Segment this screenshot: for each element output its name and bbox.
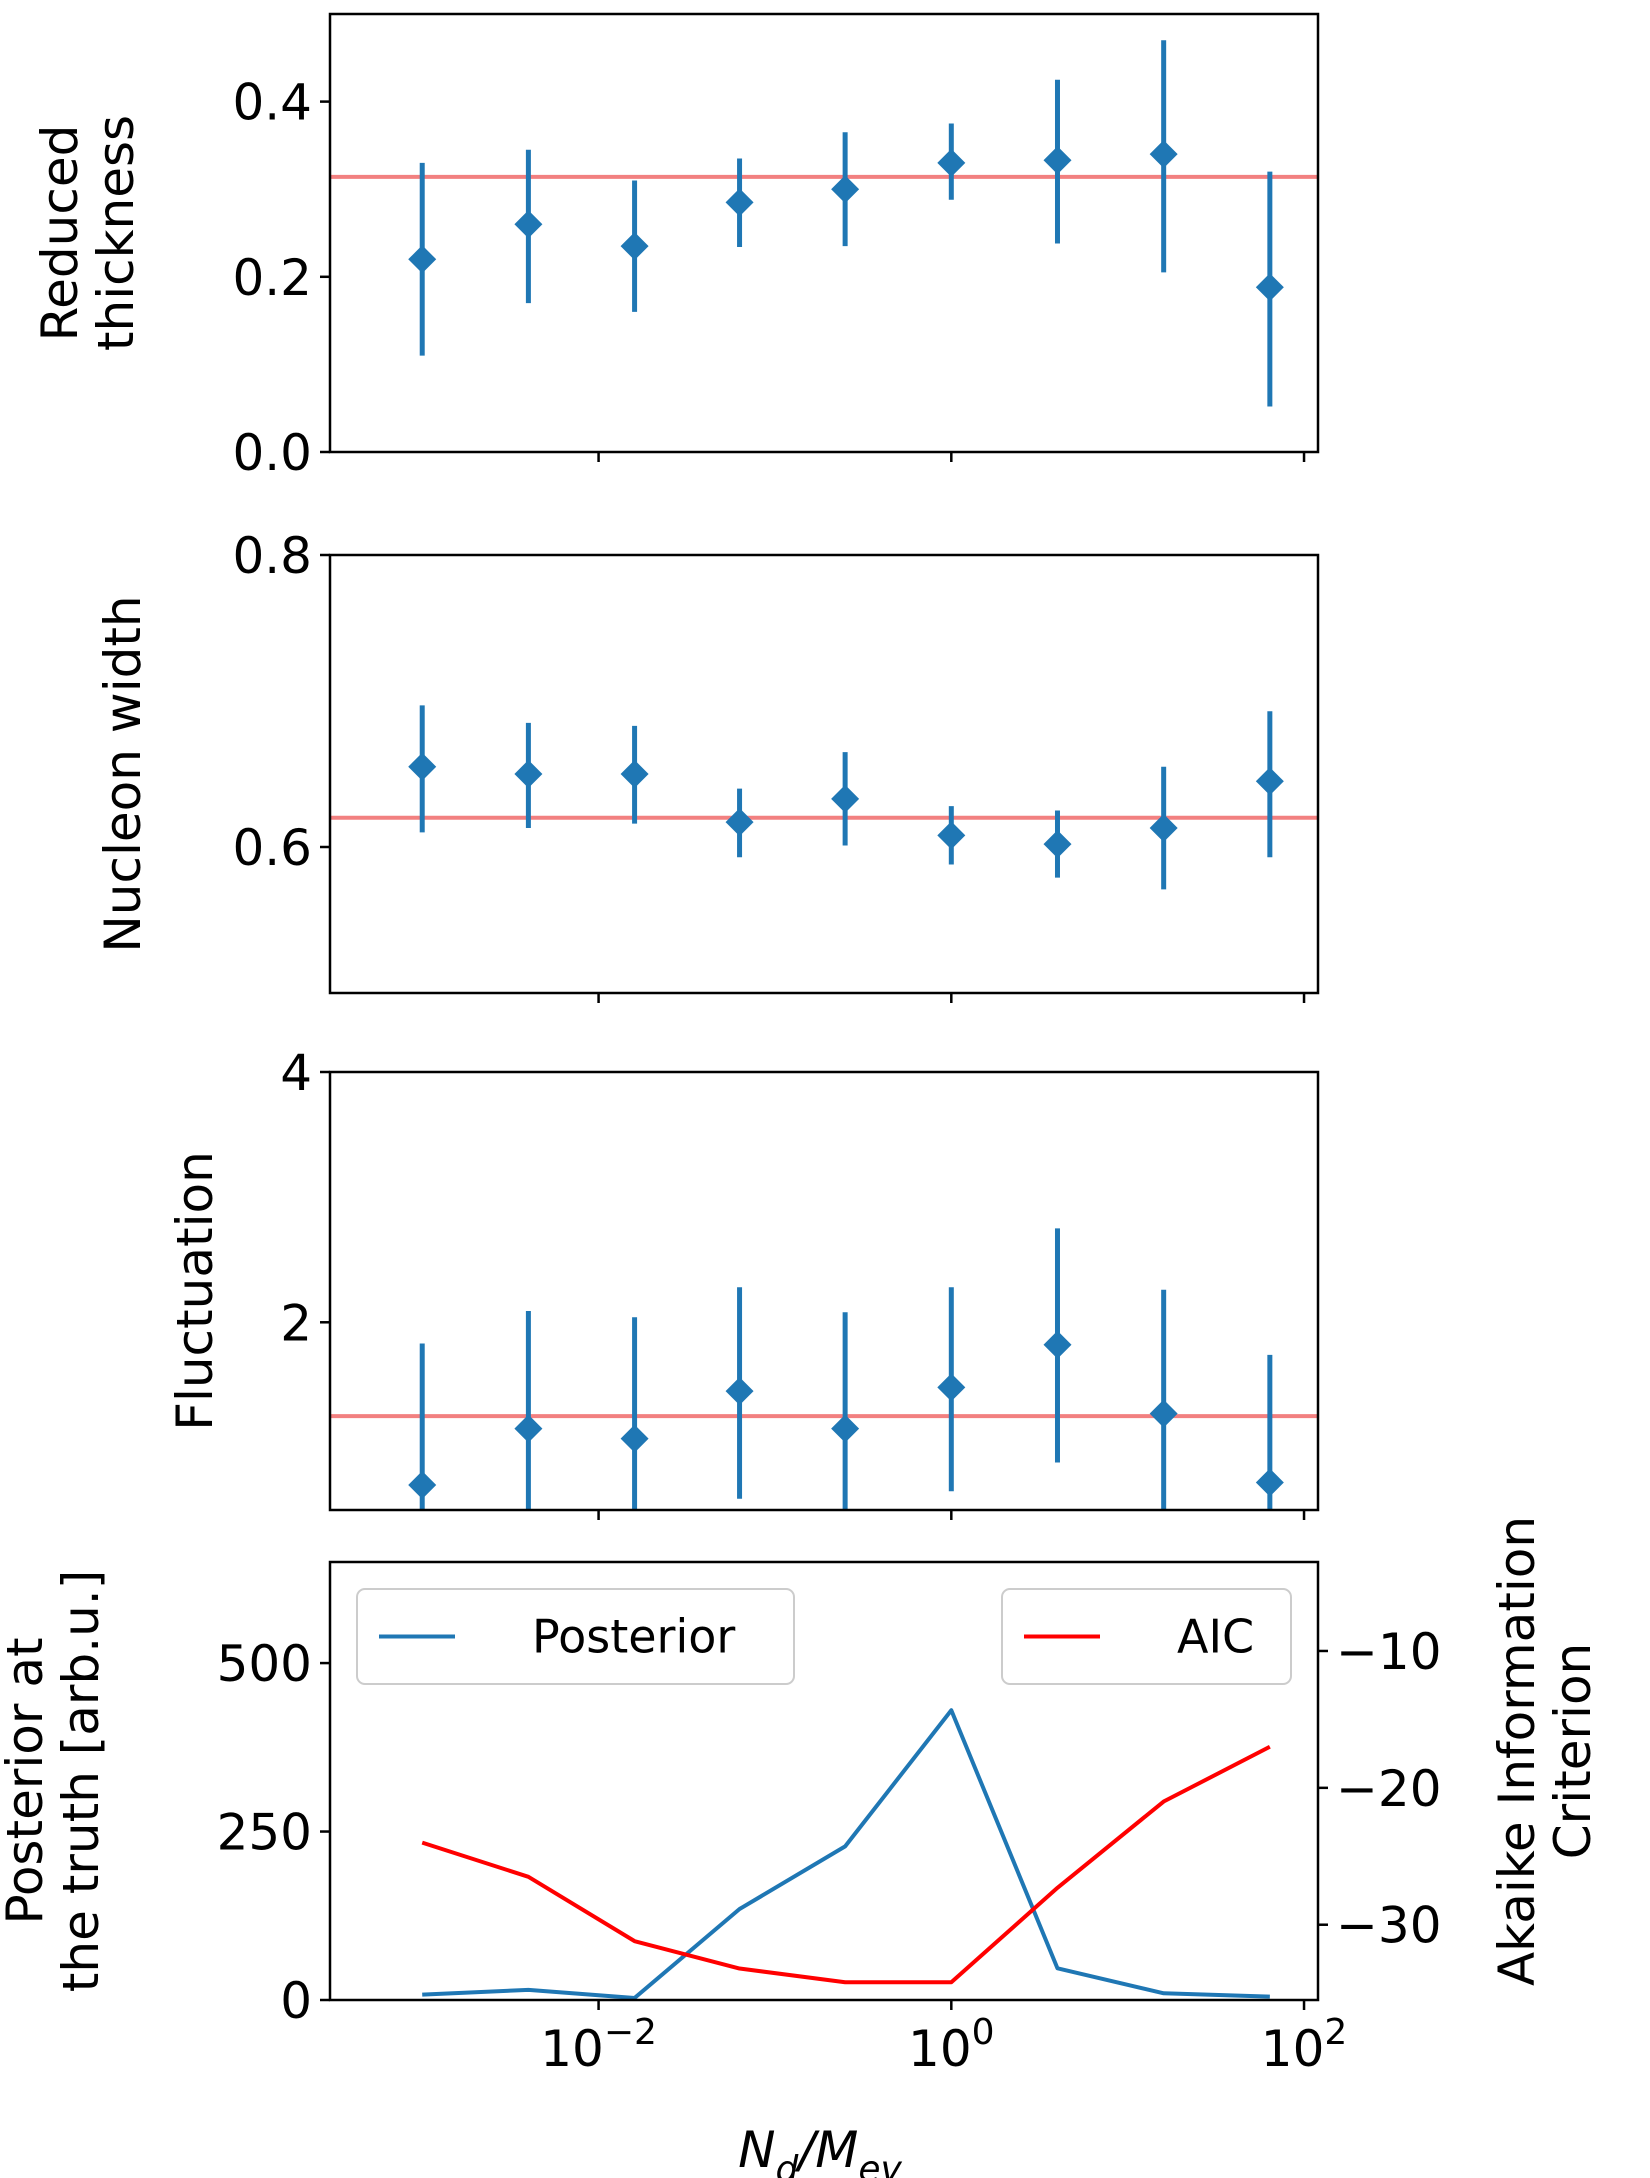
y-tick-label: 500	[217, 1635, 312, 1693]
data-point	[408, 1470, 437, 1499]
legend-posterior: Posterior	[356, 1588, 795, 1685]
data-point	[831, 175, 860, 204]
data-point	[1043, 146, 1072, 175]
data-point	[831, 784, 860, 813]
data-point	[408, 752, 437, 781]
panel-posterior-aic: 10−2 100 102 0 250 500 −30 −20 −10 Posterior atth…	[0, 1516, 1602, 2078]
data-point	[620, 760, 649, 788]
data-point	[514, 1414, 543, 1443]
plot-frame	[328, 12, 1320, 454]
data-point	[1255, 273, 1284, 302]
y-axis-label: Posterior at	[0, 1637, 54, 1924]
panel-fluctuation: 2 4 Fluctuation	[166, 1044, 1320, 1520]
plot-frame	[328, 1070, 1320, 1512]
legend-box	[356, 1588, 795, 1685]
y-tick-label: 0.4	[232, 74, 312, 132]
data-point	[620, 1424, 649, 1453]
x-tick-label: 100	[908, 2012, 995, 2078]
y2-tick-label: −30	[1336, 1897, 1442, 1955]
data-point	[1149, 814, 1178, 843]
x-axis-label: Nd/Mev	[738, 2121, 902, 2178]
data-point	[514, 210, 543, 239]
y-tick-label: 0.8	[232, 527, 312, 585]
data-point	[620, 232, 649, 261]
legend-aic: AIC	[1001, 1588, 1292, 1685]
y-axis-label: the truth [arb.u.]	[52, 1570, 110, 1992]
legend-box	[1001, 1588, 1292, 1685]
y2-tick-label: −10	[1336, 1623, 1442, 1681]
data-point	[937, 1373, 966, 1402]
y-axis-label: Fluctuation	[166, 1151, 224, 1431]
data-point	[831, 1414, 860, 1443]
y-tick-label: 2	[280, 1294, 312, 1352]
data-point	[1149, 140, 1178, 169]
y2-axis-label: Criterion	[1544, 1643, 1602, 1859]
data-point	[514, 760, 543, 788]
y2-tick-label: −20	[1336, 1760, 1442, 1818]
plot-frame	[328, 1560, 1320, 2002]
data-point	[937, 821, 966, 850]
panel-nucleon-width: 0.6 0.8 Nucleon width	[94, 527, 1320, 1003]
y-tick-label: 0.2	[232, 249, 312, 307]
data-point	[1255, 1468, 1284, 1497]
y-tick-label: 0	[280, 1972, 312, 2030]
x-tick-label: 10−2	[540, 2012, 657, 2078]
series-line-posterior	[422, 1708, 1270, 2000]
y2-axis-label: Akaike Information	[1488, 1516, 1546, 1986]
y-axis-label: Nucleon width	[94, 595, 152, 952]
data-point	[937, 148, 966, 177]
data-point	[1255, 767, 1284, 796]
data-point	[1043, 1330, 1072, 1359]
y-tick-label: 0.6	[232, 819, 312, 877]
y-tick-label: 4	[280, 1044, 312, 1102]
plot-frame	[328, 553, 1320, 995]
data-point	[725, 188, 754, 217]
y-tick-label: 250	[217, 1804, 312, 1862]
y-axis-label: thickness	[87, 115, 145, 351]
y-axis-label: Reduced	[31, 125, 89, 342]
data-point	[1043, 830, 1072, 859]
series-line-aic	[421, 1745, 1271, 1985]
x-tick-label: 102	[1261, 2012, 1348, 2078]
data-point	[1149, 1399, 1178, 1428]
legend-label: Posterior	[532, 1610, 735, 1664]
legend-label: AIC	[1177, 1610, 1254, 1664]
data-point	[408, 245, 437, 274]
data-point	[725, 808, 754, 837]
y-tick-label: 0.0	[232, 424, 312, 482]
data-point	[725, 1377, 754, 1406]
